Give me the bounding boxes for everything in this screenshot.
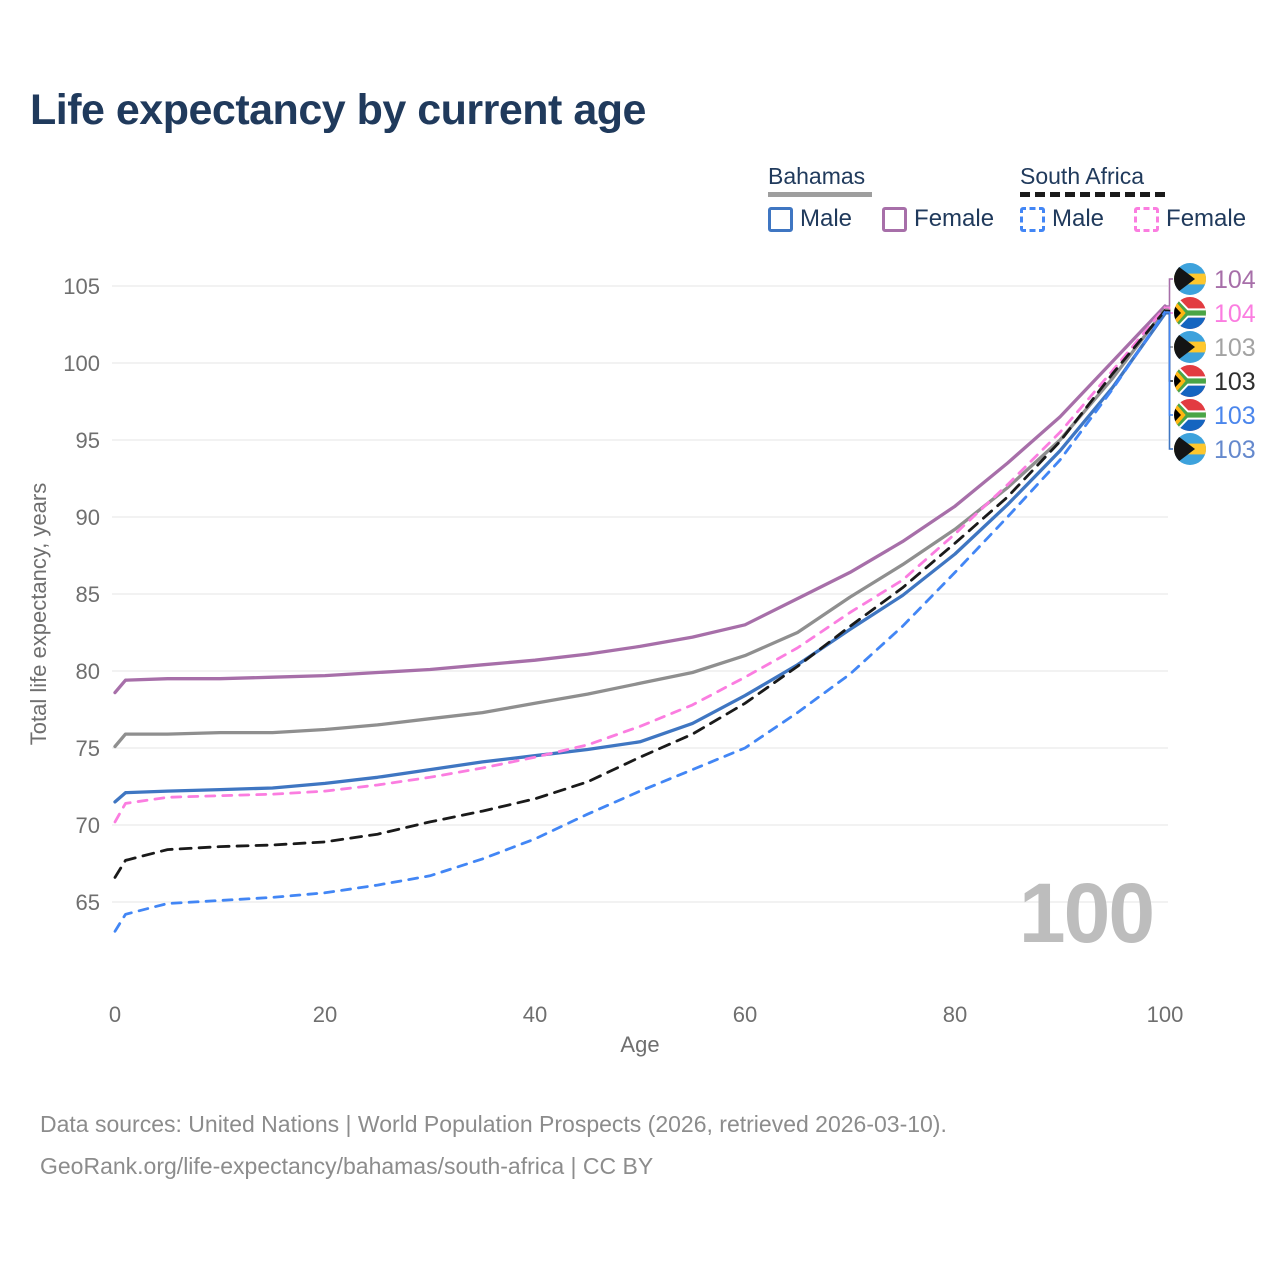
legend-items-bahamas: Male Female (768, 205, 994, 233)
legend-item-south-africa-female[interactable]: Female (1134, 205, 1246, 233)
legend-item-bahamas-female[interactable]: Female (882, 205, 994, 233)
y-tick-label: 105 (63, 274, 100, 299)
leader-line-south-africa-male (1165, 311, 1173, 416)
bahamas-flag-icon (1174, 331, 1206, 363)
end-value-label-bahamas-male: 103 (1214, 436, 1256, 464)
series-line-south-africa-all[interactable] (113, 309, 1167, 879)
series-line-south-africa-female[interactable] (113, 306, 1167, 824)
x-tick-label: 100 (1147, 1002, 1184, 1027)
end-value-label-bahamas-female: 104 (1214, 266, 1256, 294)
series-line-bahamas-female[interactable] (113, 304, 1167, 695)
end-value-label-south-africa-all: 103 (1214, 368, 1256, 396)
series-line-bahamas-all[interactable] (113, 307, 1167, 749)
y-axis-title: Total life expectancy, years (26, 483, 51, 746)
south-africa-male-swatch-icon[interactable] (1020, 206, 1045, 232)
bahamas-male-swatch-icon[interactable] (768, 206, 793, 232)
y-tick-label: 75 (76, 736, 100, 761)
legend-item-south-africa-male[interactable]: Male (1020, 205, 1104, 233)
legend-group-title-bahamas: Bahamas (768, 163, 866, 189)
footer-attribution: GeoRank.org/life-expectancy/bahamas/sout… (40, 1153, 654, 1179)
y-tick-label: 85 (76, 582, 100, 607)
y-tick-label: 70 (76, 813, 100, 838)
y-tick-label: 80 (76, 659, 100, 684)
legend-underline-south-africa (1020, 192, 1165, 197)
x-axis-title: Age (620, 1032, 659, 1057)
bahamas-female-swatch-icon[interactable] (882, 206, 908, 232)
legend-group-title-south-africa: South Africa (1020, 163, 1145, 189)
x-tick-label: 0 (109, 1002, 121, 1027)
legend-label: Female (1166, 205, 1247, 232)
footer: Data sources: United Nations | World Pop… (40, 1103, 947, 1187)
x-tick-label: 40 (523, 1002, 547, 1027)
footer-data-sources: Data sources: United Nations | World Pop… (40, 1111, 947, 1137)
series-line-bahamas-male[interactable] (113, 312, 1167, 804)
legend-group-south-africa: South Africa Male Female (1020, 163, 1246, 233)
series-line-south-africa-male[interactable] (113, 310, 1167, 933)
legend-items-south-africa: Male Female (1020, 205, 1246, 233)
end-value-label-bahamas-all: 103 (1214, 334, 1256, 362)
legend-label: Male (1052, 205, 1105, 232)
y-tick-label: 95 (76, 428, 100, 453)
leader-line-bahamas-female (1165, 278, 1173, 307)
y-tick-label: 90 (76, 505, 100, 530)
end-value-label-south-africa-male: 103 (1214, 402, 1256, 430)
watermark-logo: 100 (1019, 866, 1153, 960)
x-tick-label: 80 (943, 1002, 967, 1027)
south-africa-flag-icon (1174, 365, 1206, 397)
legend-label: Male (800, 205, 853, 232)
south-africa-female-swatch-icon[interactable] (1134, 206, 1160, 232)
south-africa-flag-icon (1174, 399, 1206, 431)
y-tick-label: 65 (76, 890, 100, 915)
end-value-label-south-africa-female: 104 (1214, 300, 1256, 328)
legend-item-bahamas-male[interactable]: Male (768, 205, 852, 233)
page-title: Life expectancy by current age (30, 86, 646, 134)
y-tick-label: 100 (63, 351, 100, 376)
south-africa-flag-icon (1174, 297, 1206, 329)
bahamas-flag-icon (1174, 433, 1206, 465)
x-tick-label: 60 (733, 1002, 757, 1027)
legend-underline-bahamas (768, 192, 872, 197)
bahamas-flag-icon (1174, 263, 1206, 295)
legend-group-bahamas: Bahamas Male Female (768, 163, 994, 233)
legend-label: Female (914, 205, 995, 232)
x-tick-label: 20 (313, 1002, 337, 1027)
